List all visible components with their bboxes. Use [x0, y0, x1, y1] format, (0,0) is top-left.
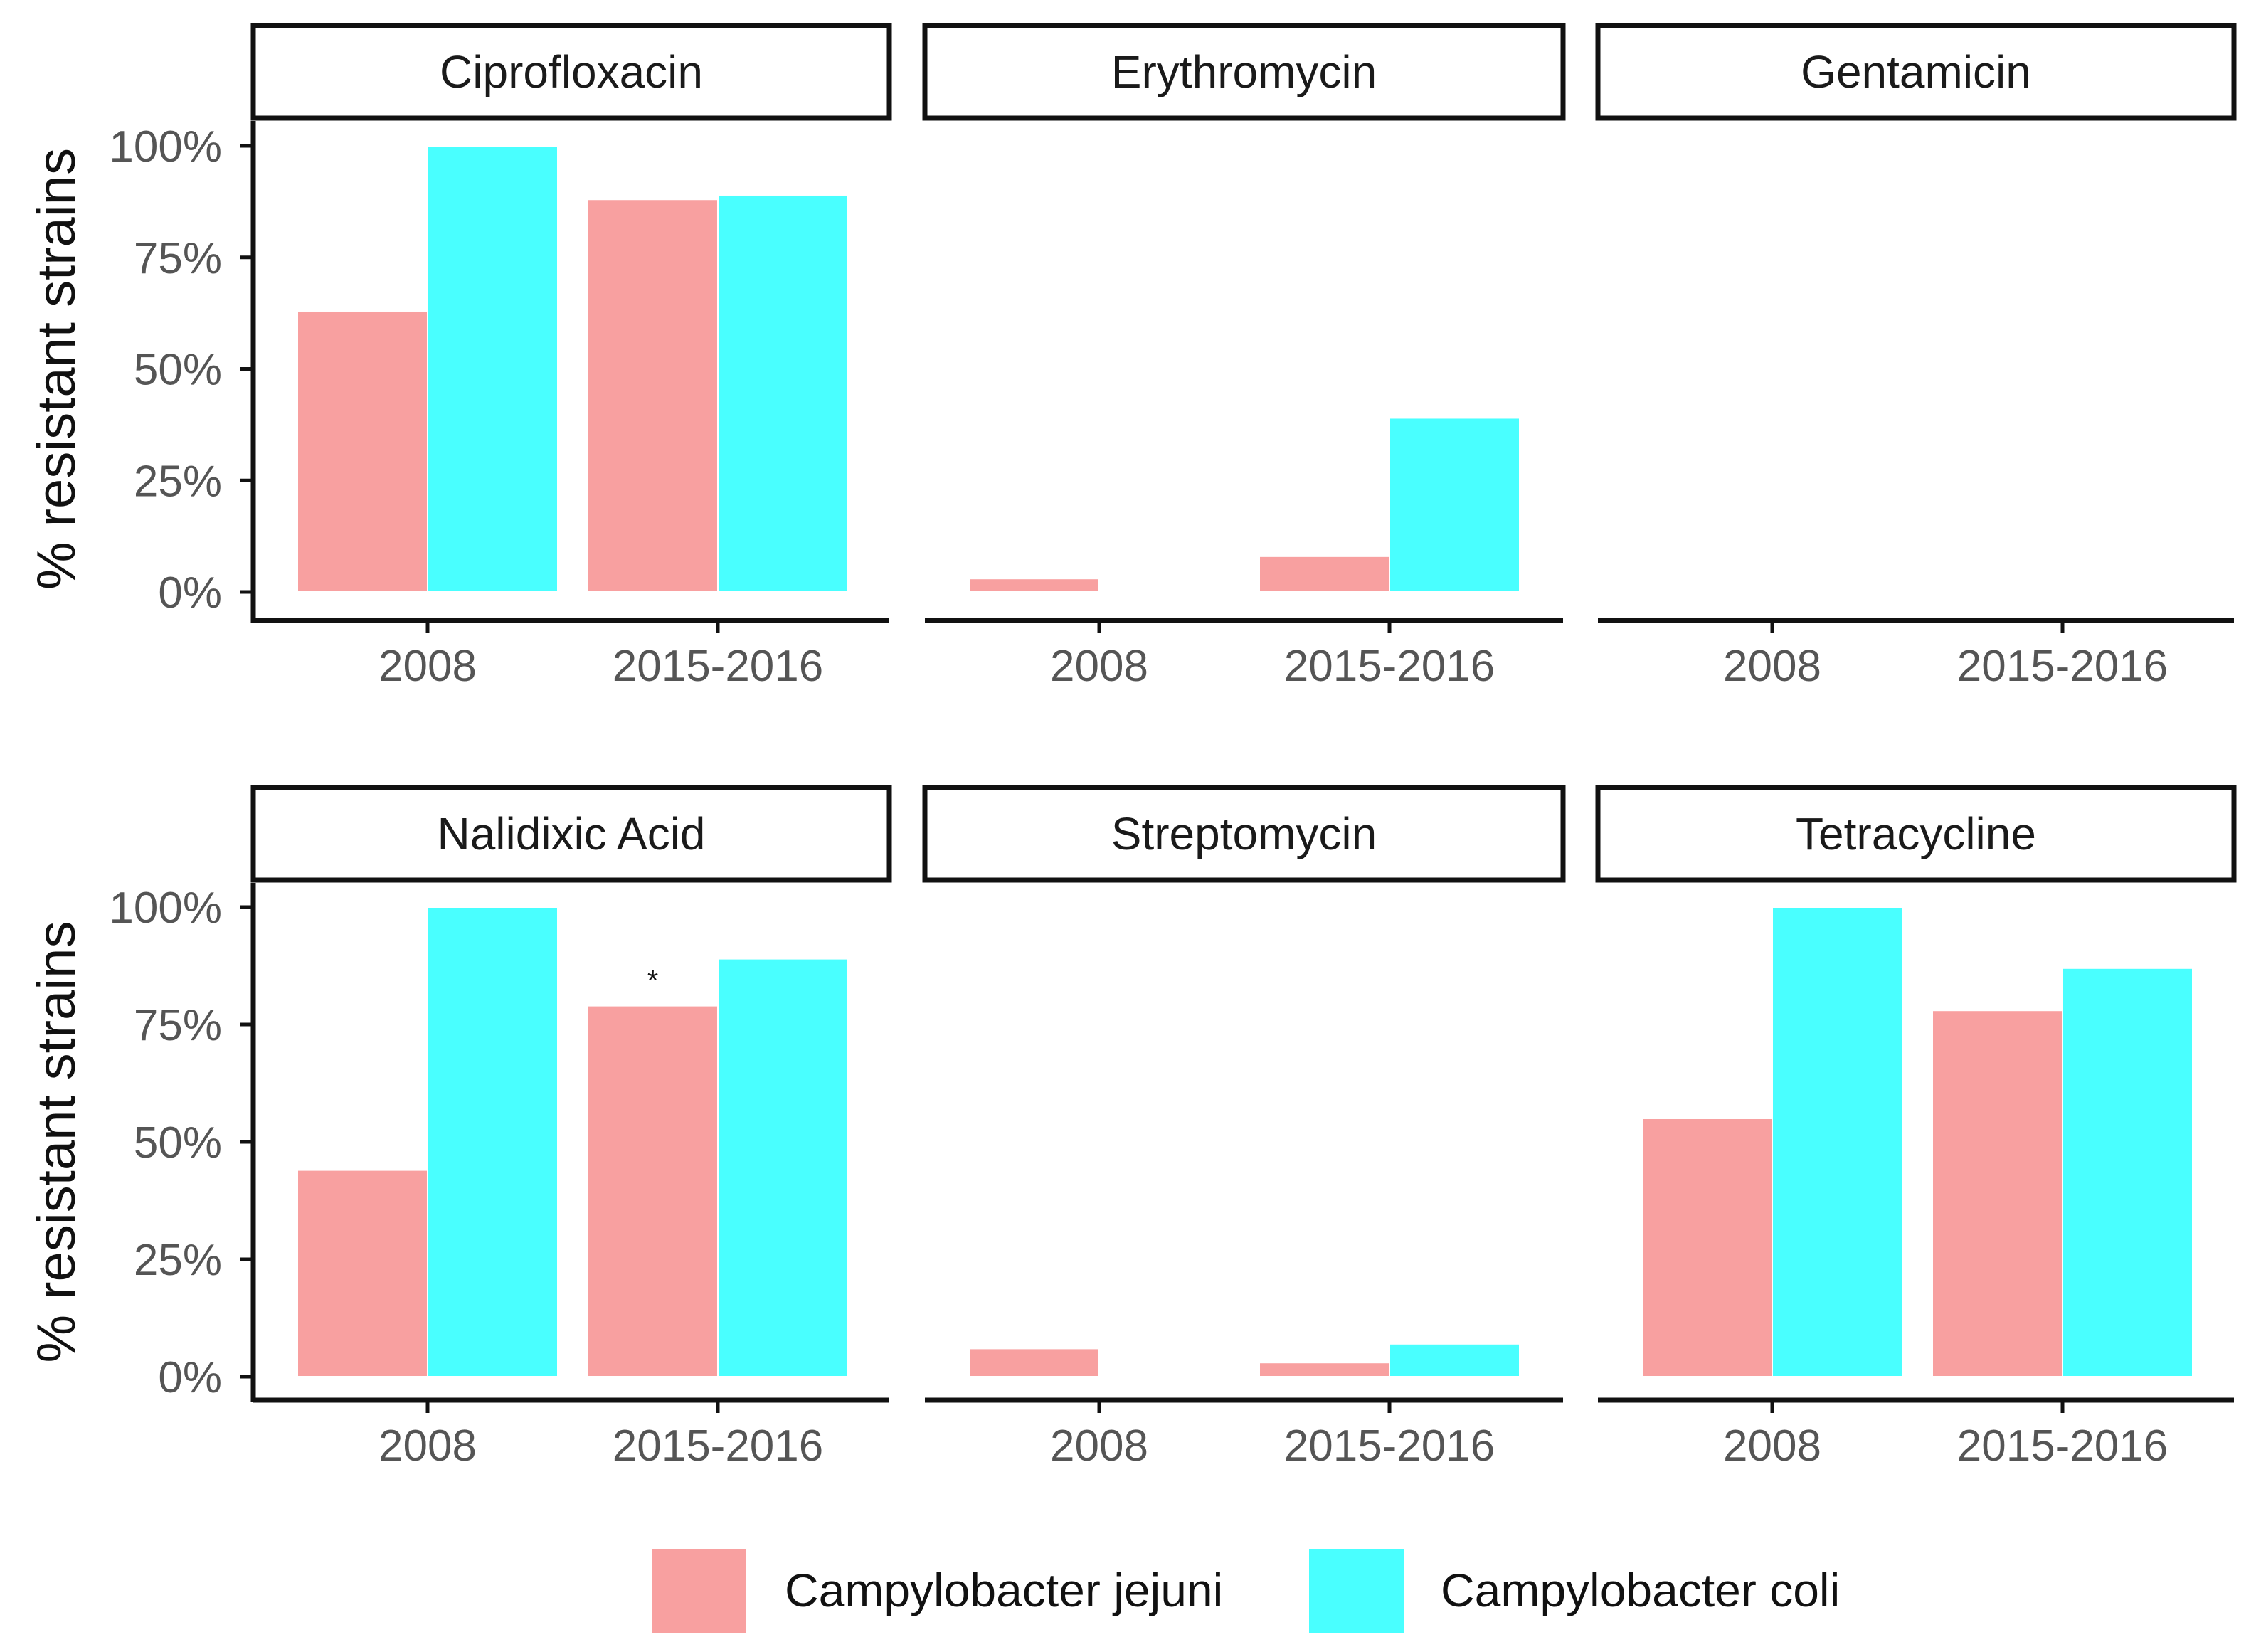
bar-ciprofloxacin-2015-2016-campylobacter-jejuni	[587, 198, 719, 593]
y-tick-label: 100%	[109, 122, 222, 171]
bar-tetracycline-2008-campylobacter-coli	[1772, 906, 1903, 1377]
y-axis-title: % resistant strains	[26, 921, 87, 1363]
x-tick-label: 2015-2016	[613, 642, 824, 691]
facet-title-nalidixic-acid: Nalidixic Acid	[437, 808, 705, 859]
facet-title-tetracycline: Tetracycline	[1796, 808, 2036, 859]
legend-swatch-campylobacter-jejuni	[652, 1549, 746, 1633]
x-tick-label: 2008	[1050, 642, 1148, 691]
facet-strip-tetracycline	[1595, 785, 2237, 883]
y-tick-label: 0%	[158, 1353, 222, 1402]
x-tick-label: 2015-2016	[1957, 642, 2168, 691]
y-tick-label: 75%	[134, 234, 222, 283]
x-tick-label: 2008	[1723, 1421, 1821, 1471]
bar-streptomycin-2015-2016-campylobacter-jejuni	[1259, 1362, 1390, 1377]
bar-tetracycline-2015-2016-campylobacter-coli	[2062, 967, 2193, 1378]
y-tick-label: 0%	[158, 568, 222, 618]
bar-erythromycin-2008-campylobacter-jejuni	[968, 578, 1100, 593]
x-tick-label: 2008	[1050, 1421, 1148, 1471]
x-tick-label: 2015-2016	[1957, 1421, 2168, 1471]
y-tick-label: 50%	[134, 1118, 222, 1167]
x-tick-label: 2015-2016	[1284, 642, 1495, 691]
bar-ciprofloxacin-2015-2016-campylobacter-coli	[717, 194, 849, 593]
bar-streptomycin-2015-2016-campylobacter-coli	[1389, 1343, 1520, 1378]
x-tick-label: 2015-2016	[1284, 1421, 1495, 1471]
bar-tetracycline-2015-2016-campylobacter-jejuni	[1932, 1010, 2063, 1377]
bar-nalidixic-acid-2015-2016-campylobacter-coli	[717, 958, 849, 1377]
significance-marker: *	[647, 965, 659, 997]
facet-title-streptomycin: Streptomycin	[1111, 808, 1377, 859]
facet-strip-ciprofloxacin	[250, 23, 892, 121]
y-tick-label: 50%	[134, 346, 222, 395]
facet-title-gentamicin: Gentamicin	[1801, 46, 2031, 97]
facet-title-erythromycin: Erythromycin	[1111, 46, 1377, 97]
facet-strip-erythromycin	[922, 23, 1566, 121]
bar-nalidixic-acid-2008-campylobacter-coli	[427, 906, 558, 1377]
y-tick-label: 25%	[134, 1236, 222, 1285]
legend-swatch-campylobacter-coli	[1309, 1549, 1404, 1633]
facet-strip-streptomycin	[922, 785, 1566, 883]
bar-ciprofloxacin-2008-campylobacter-coli	[427, 145, 558, 593]
y-tick-label: 75%	[134, 1001, 222, 1050]
bar-streptomycin-2008-campylobacter-jejuni	[968, 1347, 1100, 1378]
legend-label-campylobacter-coli: Campylobacter coli	[1441, 1564, 1840, 1616]
facet-title-ciprofloxacin: Ciprofloxacin	[440, 46, 703, 97]
y-tick-label: 25%	[134, 457, 222, 506]
bar-erythromycin-2015-2016-campylobacter-coli	[1389, 417, 1520, 593]
bar-erythromycin-2015-2016-campylobacter-jejuni	[1259, 555, 1390, 593]
x-tick-label: 2008	[1723, 642, 1821, 691]
facet-strip-nalidixic-acid	[250, 785, 892, 883]
bar-ciprofloxacin-2008-campylobacter-jejuni	[297, 309, 428, 593]
legend-label-campylobacter-jejuni: Campylobacter jejuni	[785, 1564, 1223, 1616]
x-tick-label: 2015-2016	[613, 1421, 824, 1471]
bar-nalidixic-acid-2008-campylobacter-jejuni	[297, 1169, 428, 1377]
y-axis-title: % resistant strains	[26, 148, 87, 590]
x-tick-label: 2008	[378, 1421, 477, 1471]
x-tick-label: 2008	[378, 642, 477, 691]
bar-nalidixic-acid-2015-2016-campylobacter-jejuni	[587, 1005, 719, 1377]
facet-strip-gentamicin	[1595, 23, 2237, 121]
bar-tetracycline-2008-campylobacter-jejuni	[1641, 1118, 1773, 1377]
y-tick-label: 100%	[109, 884, 222, 933]
